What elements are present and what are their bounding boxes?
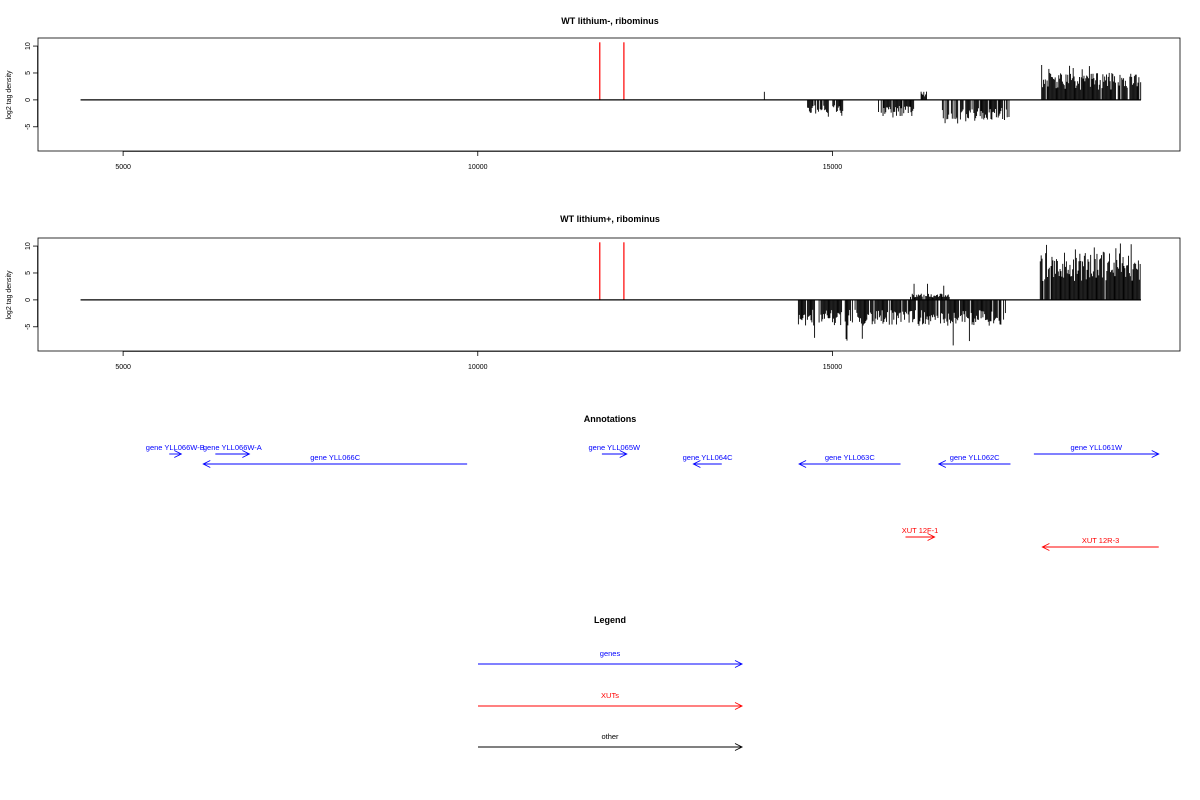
legend-label: XUTs — [601, 691, 619, 700]
gene-arrow: gene YLL066C — [202, 453, 468, 468]
legend-label: other — [601, 732, 619, 741]
gene-arrow-label: gene YLL065W — [589, 443, 641, 452]
gene-arrow: gene YLL065W — [589, 443, 641, 458]
gene-arrow: gene YLL061W — [1033, 443, 1160, 458]
x-tick-label: 10000 — [468, 364, 488, 371]
gene-arrow: gene YLL062C — [937, 453, 1011, 468]
gene-arrow-label: gene YLL061W — [1071, 443, 1123, 452]
annotations-title: Annotations — [584, 414, 637, 424]
track-panel-lithium-minus: WT lithium-, ribominus log2 tag density … — [6, 16, 1181, 171]
x-tick-label: 5000 — [115, 164, 131, 171]
x-axis: 5000 10000 15000 — [115, 150, 843, 171]
signal-bars — [797, 243, 1141, 346]
plot-frame — [37, 37, 1181, 152]
y-tick-label: 0 — [25, 98, 32, 102]
y-tick-label: 10 — [25, 42, 32, 50]
gene-arrow-label: gene YLL062C — [950, 453, 1000, 462]
gene-arrow: gene YLL063C — [798, 453, 901, 468]
x-tick-label: 15000 — [823, 164, 843, 171]
gene-arrow-label: gene YLL064C — [683, 453, 733, 462]
legend-title: Legend — [594, 615, 626, 625]
legend-label: genes — [600, 649, 621, 658]
gene-arrow: gene YLL066W-B — [146, 443, 205, 458]
gene-arrow-label: gene YLL066C — [310, 453, 360, 462]
track-panel-lithium-plus: WT lithium+, ribominus log2 tag density … — [6, 214, 1181, 371]
legend: Legend genes XUTs other — [478, 615, 744, 751]
marker-lines — [599, 42, 625, 100]
xut-arrow-label: XUT 12R-3 — [1082, 536, 1119, 545]
xut-arrow-label: XUT 12F-1 — [902, 526, 939, 535]
gene-arrow-label: gene YLL066W-B — [146, 443, 205, 452]
legend-item: other — [478, 732, 744, 751]
y-tick-label: 10 — [25, 242, 32, 250]
y-axis: -5 0 5 10 — [25, 242, 38, 330]
marker-lines — [599, 242, 625, 300]
plot-frame — [37, 237, 1181, 352]
xut-arrow: XUT 12F-1 — [902, 526, 939, 541]
y-tick-label: -5 — [25, 324, 32, 330]
panel-title: WT lithium+, ribominus — [560, 214, 660, 224]
gene-arrow-label: gene YLL063C — [825, 453, 875, 462]
legend-items: genes XUTs other — [478, 649, 744, 751]
y-tick-label: 5 — [25, 271, 32, 275]
x-tick-label: 10000 — [468, 164, 488, 171]
panel-title: WT lithium-, ribominus — [561, 16, 659, 26]
gene-arrow: gene YLL064C — [683, 453, 733, 468]
x-tick-label: 15000 — [823, 364, 843, 371]
y-axis: -5 0 5 10 — [25, 42, 38, 130]
y-tick-label: 0 — [25, 298, 32, 302]
legend-item: XUTs — [478, 691, 744, 710]
y-axis-label: log2 tag density — [6, 70, 13, 120]
gene-arrow-label: gene YLL066W-A — [203, 443, 262, 452]
xut-arrow: XUT 12R-3 — [1041, 536, 1159, 551]
y-tick-label: 5 — [25, 71, 32, 75]
x-axis: 5000 10000 15000 — [115, 350, 843, 371]
gene-arrow: gene YLL066W-A — [203, 443, 262, 458]
x-tick-label: 5000 — [115, 364, 131, 371]
signal-bars — [763, 65, 1142, 124]
legend-item: genes — [478, 649, 744, 668]
y-axis-label: log2 tag density — [6, 270, 13, 320]
y-tick-label: -5 — [25, 124, 32, 130]
